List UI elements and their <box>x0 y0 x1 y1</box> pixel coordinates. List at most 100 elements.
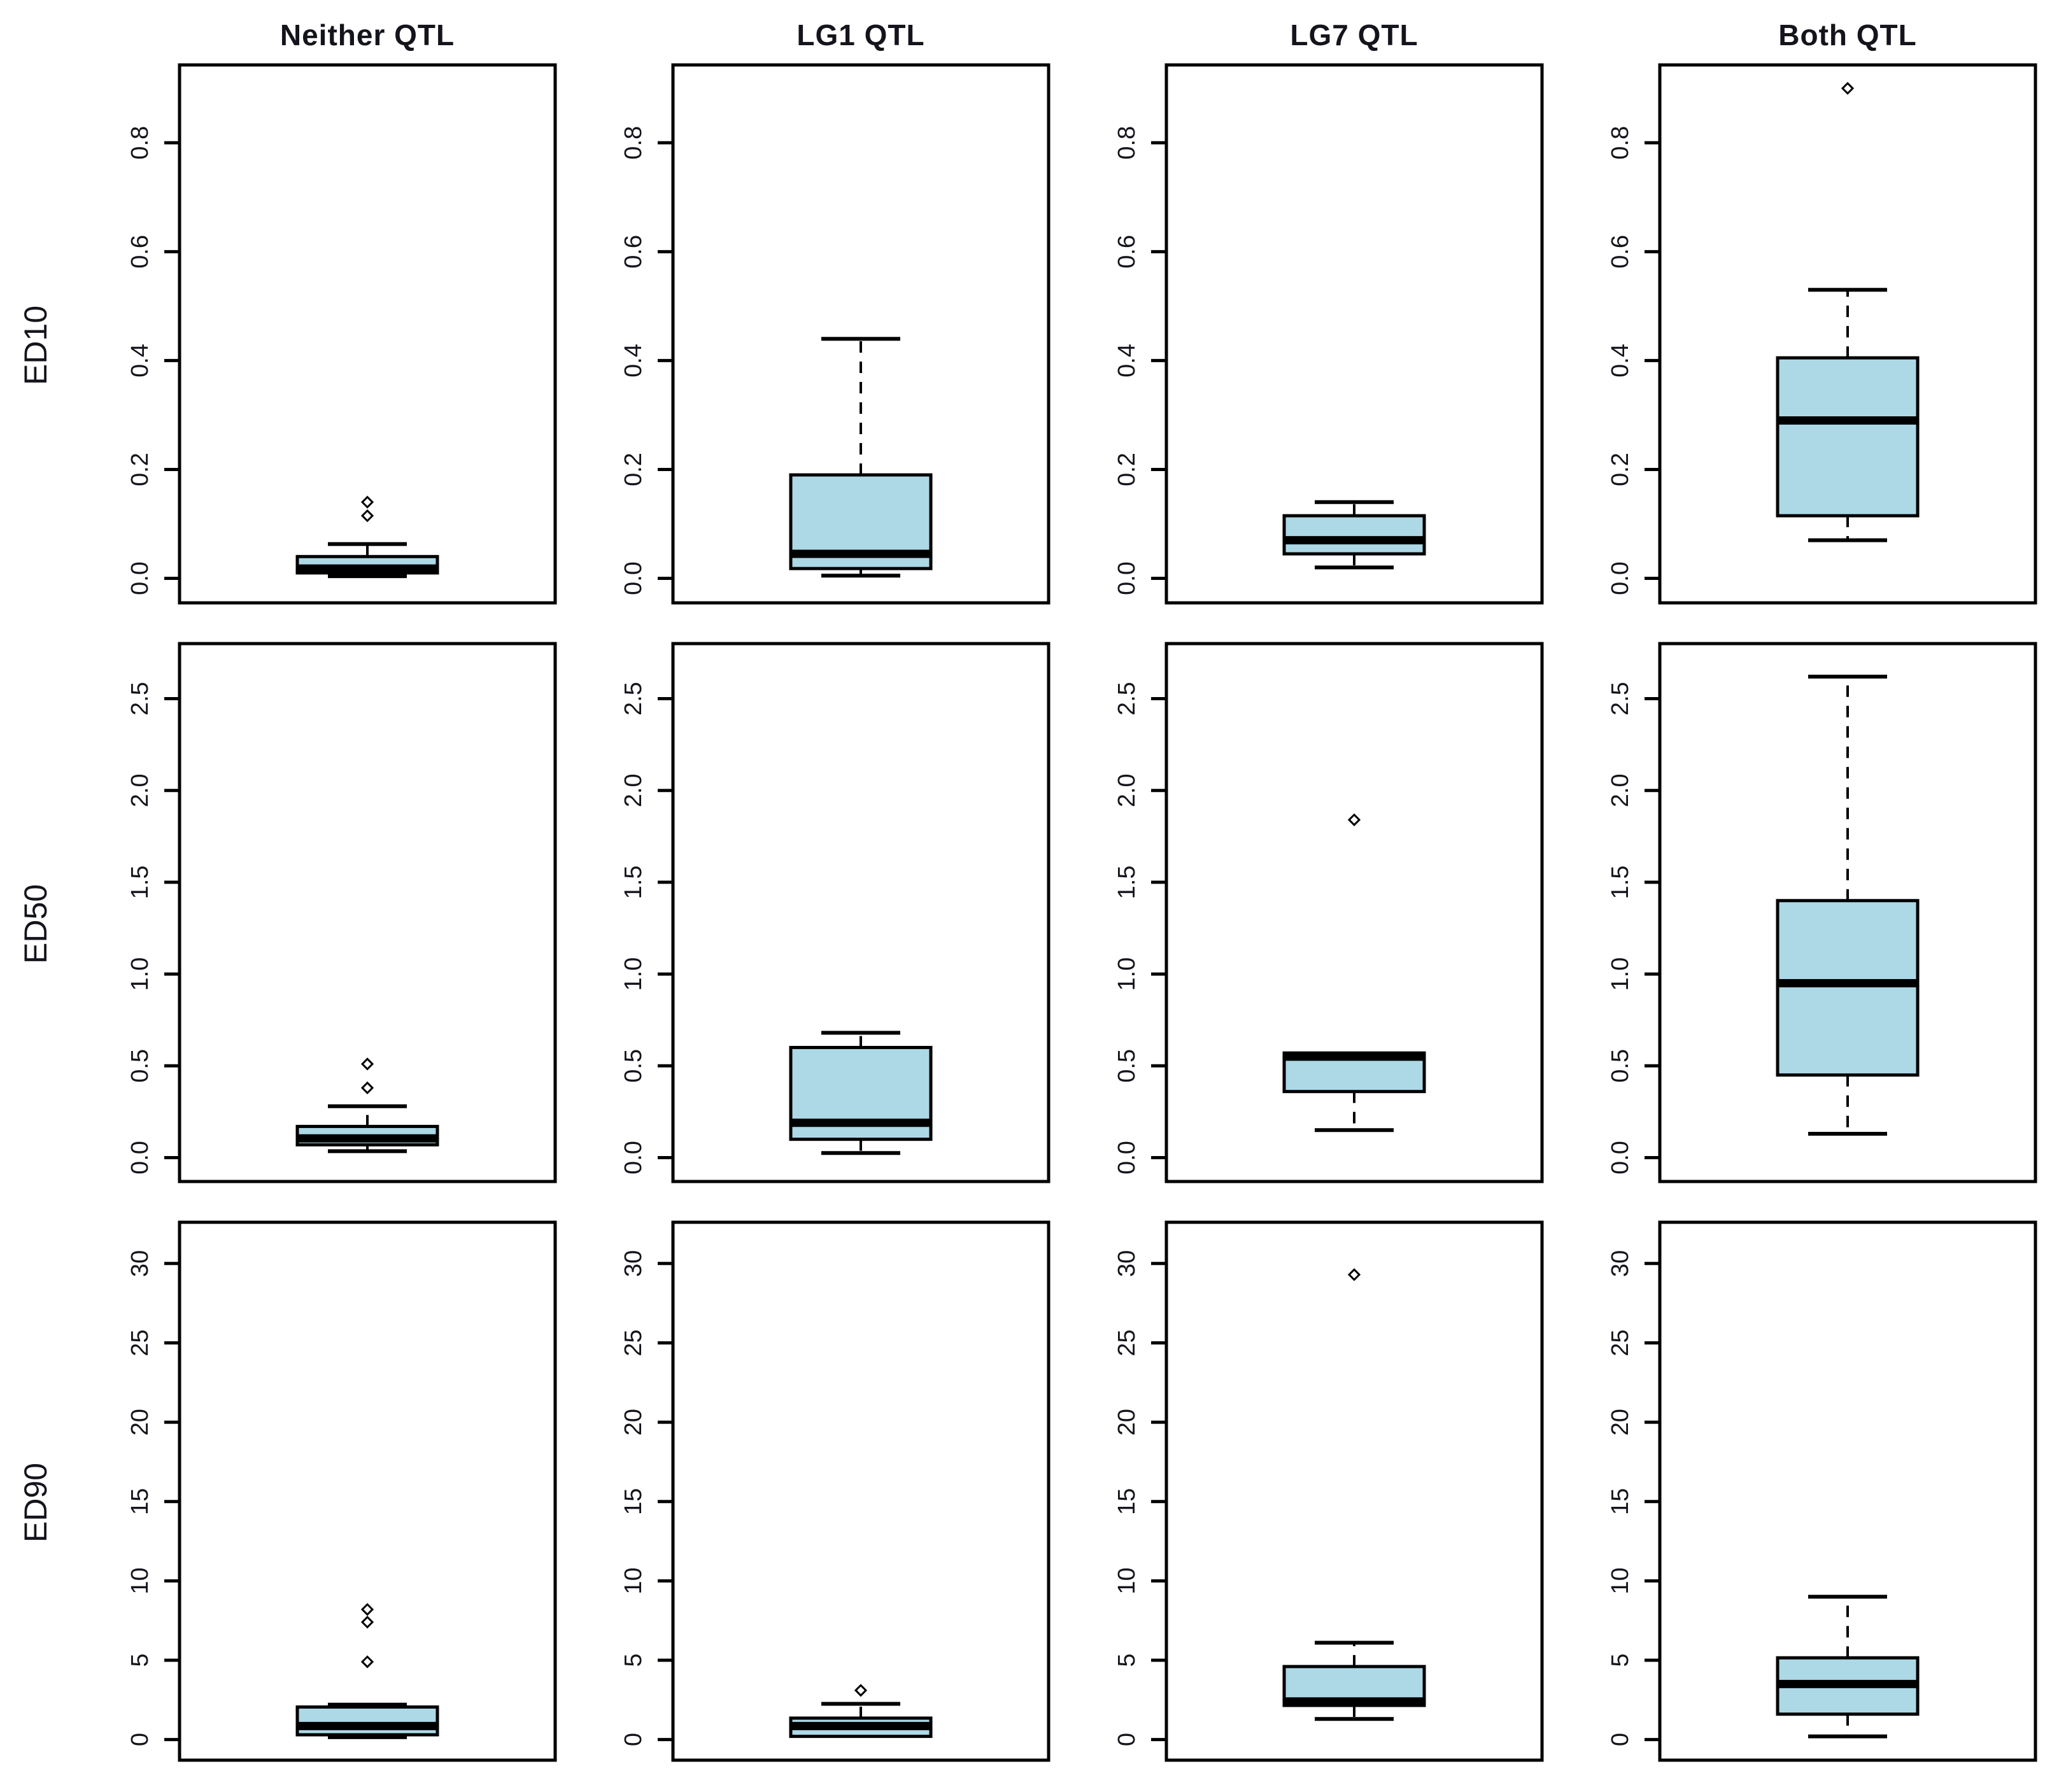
y-axis-tick-label: 10 <box>1114 1567 1140 1594</box>
y-axis-tick-label: 1.0 <box>127 957 153 991</box>
y-axis-tick-label: 0.8 <box>620 126 647 160</box>
y-axis-tick-label: 1.0 <box>620 957 647 991</box>
y-axis-tick-label: 5 <box>1114 1653 1140 1667</box>
y-axis-tick-label: 2.0 <box>127 773 153 807</box>
y-axis-tick-label: 0.5 <box>127 1049 153 1083</box>
boxplot-panel-ed10-lg1: 0.0 0.2 0.4 0.6 0.8 <box>565 56 1058 635</box>
boxplot-svg: 0.0 0.2 0.4 0.6 0.8 <box>620 63 1051 605</box>
y-axis-tick-label: 2.5 <box>1114 682 1140 716</box>
boxplot-svg: 0 5 10 15 20 25 30 <box>1114 1220 1544 1762</box>
y-axis-tick-label: 0.4 <box>1607 344 1634 377</box>
y-axis-tick-label: 0.6 <box>620 235 647 269</box>
y-axis-tick-label: 0.0 <box>127 1141 153 1175</box>
outlier-point <box>854 1684 868 1697</box>
y-axis-tick-label: 0.0 <box>620 561 647 595</box>
boxplot-svg: 0 5 10 15 20 25 30 <box>620 1220 1051 1762</box>
boxplot-panel-ed50-lg7: 0.0 0.5 1.0 1.5 2.0 2.5 <box>1058 635 1552 1213</box>
iqr-box <box>295 1705 439 1737</box>
boxplot-panel-ed50-both: 0.0 0.5 1.0 1.5 2.0 2.5 <box>1552 635 2045 1213</box>
y-axis-tick-label: 0.5 <box>1114 1049 1140 1083</box>
y-axis-tick-label: 0.5 <box>620 1049 647 1083</box>
y-axis-tick-label: 0 <box>1114 1733 1140 1746</box>
y-axis-tick-label: 30 <box>1114 1250 1140 1277</box>
y-axis-tick-label: 2.5 <box>127 682 153 716</box>
y-axis-tick-label: 1.5 <box>127 866 153 900</box>
y-axis-tick-label: 0.0 <box>127 561 153 595</box>
y-axis-tick-label: 2.5 <box>620 682 647 716</box>
boxplot-panel-ed90-neither: 0 5 10 15 20 25 30 <box>71 1213 565 1792</box>
y-axis-tick-label: 0.2 <box>620 453 647 486</box>
column-title-neither-qtl: Neither QTL <box>280 18 455 52</box>
y-axis-tick-label: 25 <box>1114 1329 1140 1356</box>
y-axis-tick-label: 1.0 <box>1114 957 1140 991</box>
y-axis-tick-label: 1.5 <box>1114 866 1140 900</box>
y-axis-tick-label: 0 <box>127 1733 153 1746</box>
y-axis-tick-label: 0.2 <box>127 453 153 486</box>
row-label-ed50: ED50 <box>18 884 53 964</box>
y-axis-tick-label: 0 <box>1607 1733 1634 1746</box>
outlier-point <box>1347 813 1361 826</box>
iqr-box <box>1282 514 1426 556</box>
y-axis-tick-label: 0.8 <box>1607 126 1634 160</box>
y-axis-tick-label: 10 <box>620 1567 647 1594</box>
outlier-point <box>360 1057 374 1071</box>
outlier-point <box>360 1081 374 1095</box>
y-axis-tick-label: 0.4 <box>127 344 153 377</box>
corner-spacer <box>0 0 71 56</box>
boxplot-panel-ed90-lg7: 0 5 10 15 20 25 30 <box>1058 1213 1552 1792</box>
boxplot-panel-ed50-neither: 0.0 0.5 1.0 1.5 2.0 2.5 <box>71 635 565 1213</box>
y-axis-tick-label: 0.0 <box>1607 561 1634 595</box>
y-axis-tick-label: 20 <box>127 1409 153 1436</box>
boxplot-svg: 0.0 0.2 0.4 0.6 0.8 <box>1607 63 2037 605</box>
y-axis-tick-label: 1.0 <box>1607 957 1634 991</box>
y-axis-tick-label: 5 <box>127 1653 153 1667</box>
y-axis-tick-label: 2.5 <box>1607 682 1634 716</box>
y-axis-tick-label: 0.8 <box>1114 126 1140 160</box>
outlier-point <box>360 1616 374 1629</box>
boxplot-panel-ed10-neither: 0.0 0.2 0.4 0.6 0.8 <box>71 56 565 635</box>
y-axis-tick-label: 0.5 <box>1607 1049 1634 1083</box>
boxplot-panel-ed90-lg1: 0 5 10 15 20 25 30 <box>565 1213 1058 1792</box>
boxplot-svg: 0.0 0.5 1.0 1.5 2.0 2.5 <box>1607 642 2037 1183</box>
y-axis-tick-label: 5 <box>620 1653 647 1667</box>
y-axis-tick-label: 30 <box>1607 1250 1634 1277</box>
boxplot-svg: 0.0 0.2 0.4 0.6 0.8 <box>127 63 557 605</box>
column-title-both-qtl: Both QTL <box>1778 18 1917 52</box>
y-axis-tick-label: 0.0 <box>1114 561 1140 595</box>
boxplot-panel-ed10-lg7: 0.0 0.2 0.4 0.6 0.8 <box>1058 56 1552 635</box>
boxplot-panel-ed90-both: 0 5 10 15 20 25 30 <box>1552 1213 2045 1792</box>
y-axis-tick-label: 1.5 <box>620 866 647 900</box>
y-axis-tick-label: 30 <box>620 1250 647 1277</box>
outlier-point <box>360 509 374 523</box>
y-axis-tick-label: 0.4 <box>1114 344 1140 377</box>
boxplot-panel-ed10-both: 0.0 0.2 0.4 0.6 0.8 <box>1552 56 2045 635</box>
y-axis-tick-label: 20 <box>620 1409 647 1436</box>
panel-frame <box>671 1220 1051 1762</box>
y-axis-tick-label: 25 <box>1607 1329 1634 1356</box>
y-axis-tick-label: 30 <box>127 1250 153 1277</box>
y-axis-tick-label: 2.0 <box>1114 773 1140 807</box>
y-axis-tick-label: 10 <box>1607 1567 1634 1594</box>
outlier-point <box>360 495 374 509</box>
outlier-point <box>360 1603 374 1616</box>
y-axis-tick-label: 2.0 <box>1607 773 1634 807</box>
y-axis-tick-label: 1.5 <box>1607 866 1634 900</box>
y-axis-tick-label: 0.8 <box>127 126 153 160</box>
y-axis-tick-label: 0.0 <box>1607 1141 1634 1175</box>
y-axis-tick-label: 2.0 <box>620 773 647 807</box>
boxplot-svg: 0.0 0.5 1.0 1.5 2.0 2.5 <box>620 642 1051 1183</box>
y-axis-tick-label: 0.2 <box>1114 453 1140 486</box>
row-label-ed90: ED90 <box>18 1462 53 1543</box>
y-axis-tick-label: 15 <box>620 1488 647 1515</box>
y-axis-tick-label: 0.0 <box>1114 1141 1140 1175</box>
y-axis-tick-label: 0.2 <box>1607 453 1634 486</box>
y-axis-tick-label: 15 <box>1607 1488 1634 1515</box>
y-axis-tick-label: 0.6 <box>1607 235 1634 269</box>
boxplot-svg: 0.0 0.5 1.0 1.5 2.0 2.5 <box>1114 642 1544 1183</box>
y-axis-tick-label: 5 <box>1607 1653 1634 1667</box>
boxplot-svg: 0.0 0.5 1.0 1.5 2.0 2.5 <box>127 642 557 1183</box>
y-axis-tick-label: 0 <box>620 1733 647 1746</box>
iqr-box <box>1776 899 1920 1077</box>
outlier-point <box>1841 81 1855 95</box>
